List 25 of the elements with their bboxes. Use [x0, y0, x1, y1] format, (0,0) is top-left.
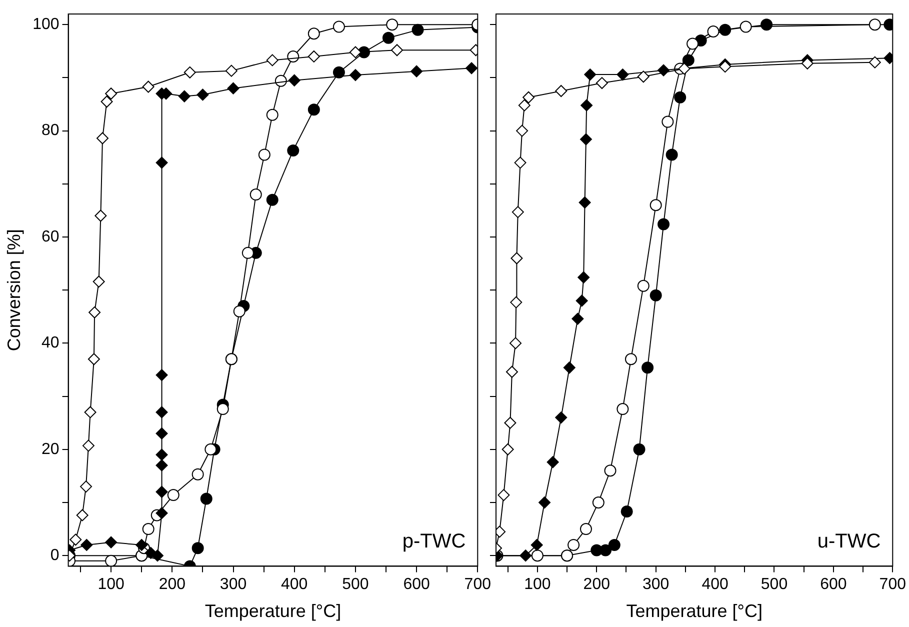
x-tick-label: 500	[760, 576, 788, 594]
x-tick-label: 200	[583, 576, 610, 594]
x-tick-label: 100	[98, 576, 125, 594]
annotation: p-TWC	[402, 530, 466, 553]
y-tick-label: 0	[50, 546, 60, 564]
x-tick-label: 700	[879, 576, 906, 594]
x-tick-label: 100	[524, 576, 551, 594]
x-tick-label: 600	[820, 576, 847, 594]
x-tick-label: 300	[220, 576, 247, 594]
y-tick-label: 20	[42, 440, 60, 458]
annotation: u-TWC	[817, 530, 881, 553]
x-axis-title: Temperature [°C]	[204, 601, 342, 622]
x-tick-label: 400	[702, 576, 728, 594]
x-tick-label: 400	[281, 576, 308, 594]
x-tick-label: 300	[642, 576, 670, 594]
x-tick-label: 500	[342, 576, 369, 594]
x-tick-label: 600	[403, 576, 430, 594]
x-tick-label: 700	[464, 576, 492, 594]
y-tick-label: 80	[42, 122, 60, 140]
y-tick-label: 40	[42, 334, 60, 352]
y-tick-label: 60	[42, 228, 60, 246]
y-tick-label: 100	[32, 16, 60, 34]
y-axis-title: Conversion [%]	[4, 229, 24, 352]
x-axis-title: Temperature [°C]	[626, 601, 762, 622]
x-tick-label: 200	[158, 576, 186, 594]
